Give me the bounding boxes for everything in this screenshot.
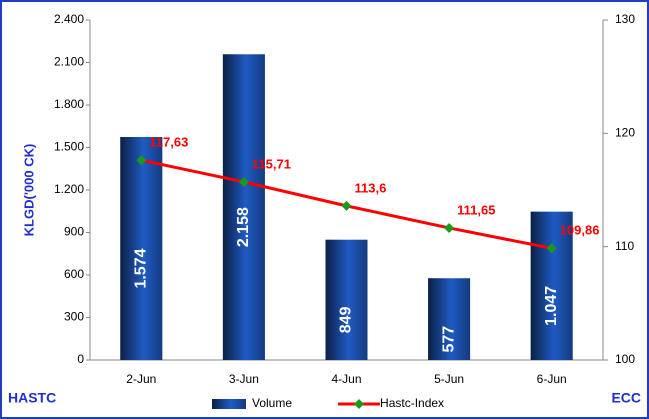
y-tick-label: 1.200 — [54, 182, 84, 196]
bar-shade — [428, 278, 471, 360]
line-value-label: 109,86 — [560, 223, 600, 238]
y-tick-label: 1.800 — [54, 97, 84, 111]
x-tick-label: 2-Jun — [126, 372, 156, 386]
y-tick-label: 2.400 — [54, 12, 84, 26]
left-note: HASTC — [8, 390, 56, 406]
line-value-label: 115,71 — [252, 156, 291, 171]
y-tick-label: 900 — [64, 225, 84, 239]
y-tick-label: 1.500 — [54, 140, 84, 154]
y-tick-label: 600 — [64, 267, 84, 281]
y-tick-label: 2.100 — [54, 55, 84, 69]
line-marker — [546, 243, 557, 254]
y2-tick-label: 100 — [615, 352, 635, 366]
bar-shade — [530, 211, 573, 360]
y2-tick-label: 120 — [615, 126, 635, 140]
x-tick-label: 6-Jun — [537, 372, 567, 386]
y-tick-label: 300 — [64, 310, 84, 324]
y-tick-label: 0 — [77, 352, 84, 366]
bar-shade — [120, 137, 163, 360]
bar-value-label: 1.574 — [133, 248, 150, 288]
bar-shade — [325, 239, 368, 360]
legend-label: Hastc-Index — [380, 396, 444, 410]
line-value-label: 111,65 — [457, 202, 495, 217]
line-value-label: 113,6 — [355, 180, 387, 195]
line-value-label: 117,63 — [149, 135, 188, 150]
line-marker — [444, 222, 455, 233]
bar-shade — [222, 54, 265, 361]
bar-value-label: 577 — [440, 326, 457, 353]
legend-label: Volume — [252, 396, 292, 410]
x-tick-label: 4-Jun — [331, 372, 361, 386]
legend-marker — [354, 399, 365, 409]
right-note: ECC — [611, 390, 641, 406]
line-marker — [238, 176, 249, 187]
legend-swatch-shade — [212, 399, 246, 409]
bar-value-label: 1.047 — [543, 286, 560, 326]
line-marker — [136, 155, 147, 166]
bar-value-label: 2.158 — [235, 207, 252, 247]
x-tick-label: 3-Jun — [229, 372, 259, 386]
y-axis-label: KLGD('000 CK) — [21, 144, 36, 237]
line-marker — [341, 200, 352, 211]
y2-tick-label: 110 — [615, 239, 634, 253]
bar-value-label: 849 — [338, 306, 355, 333]
x-tick-label: 5-Jun — [434, 372, 464, 386]
y2-tick-label: 130 — [615, 12, 635, 26]
